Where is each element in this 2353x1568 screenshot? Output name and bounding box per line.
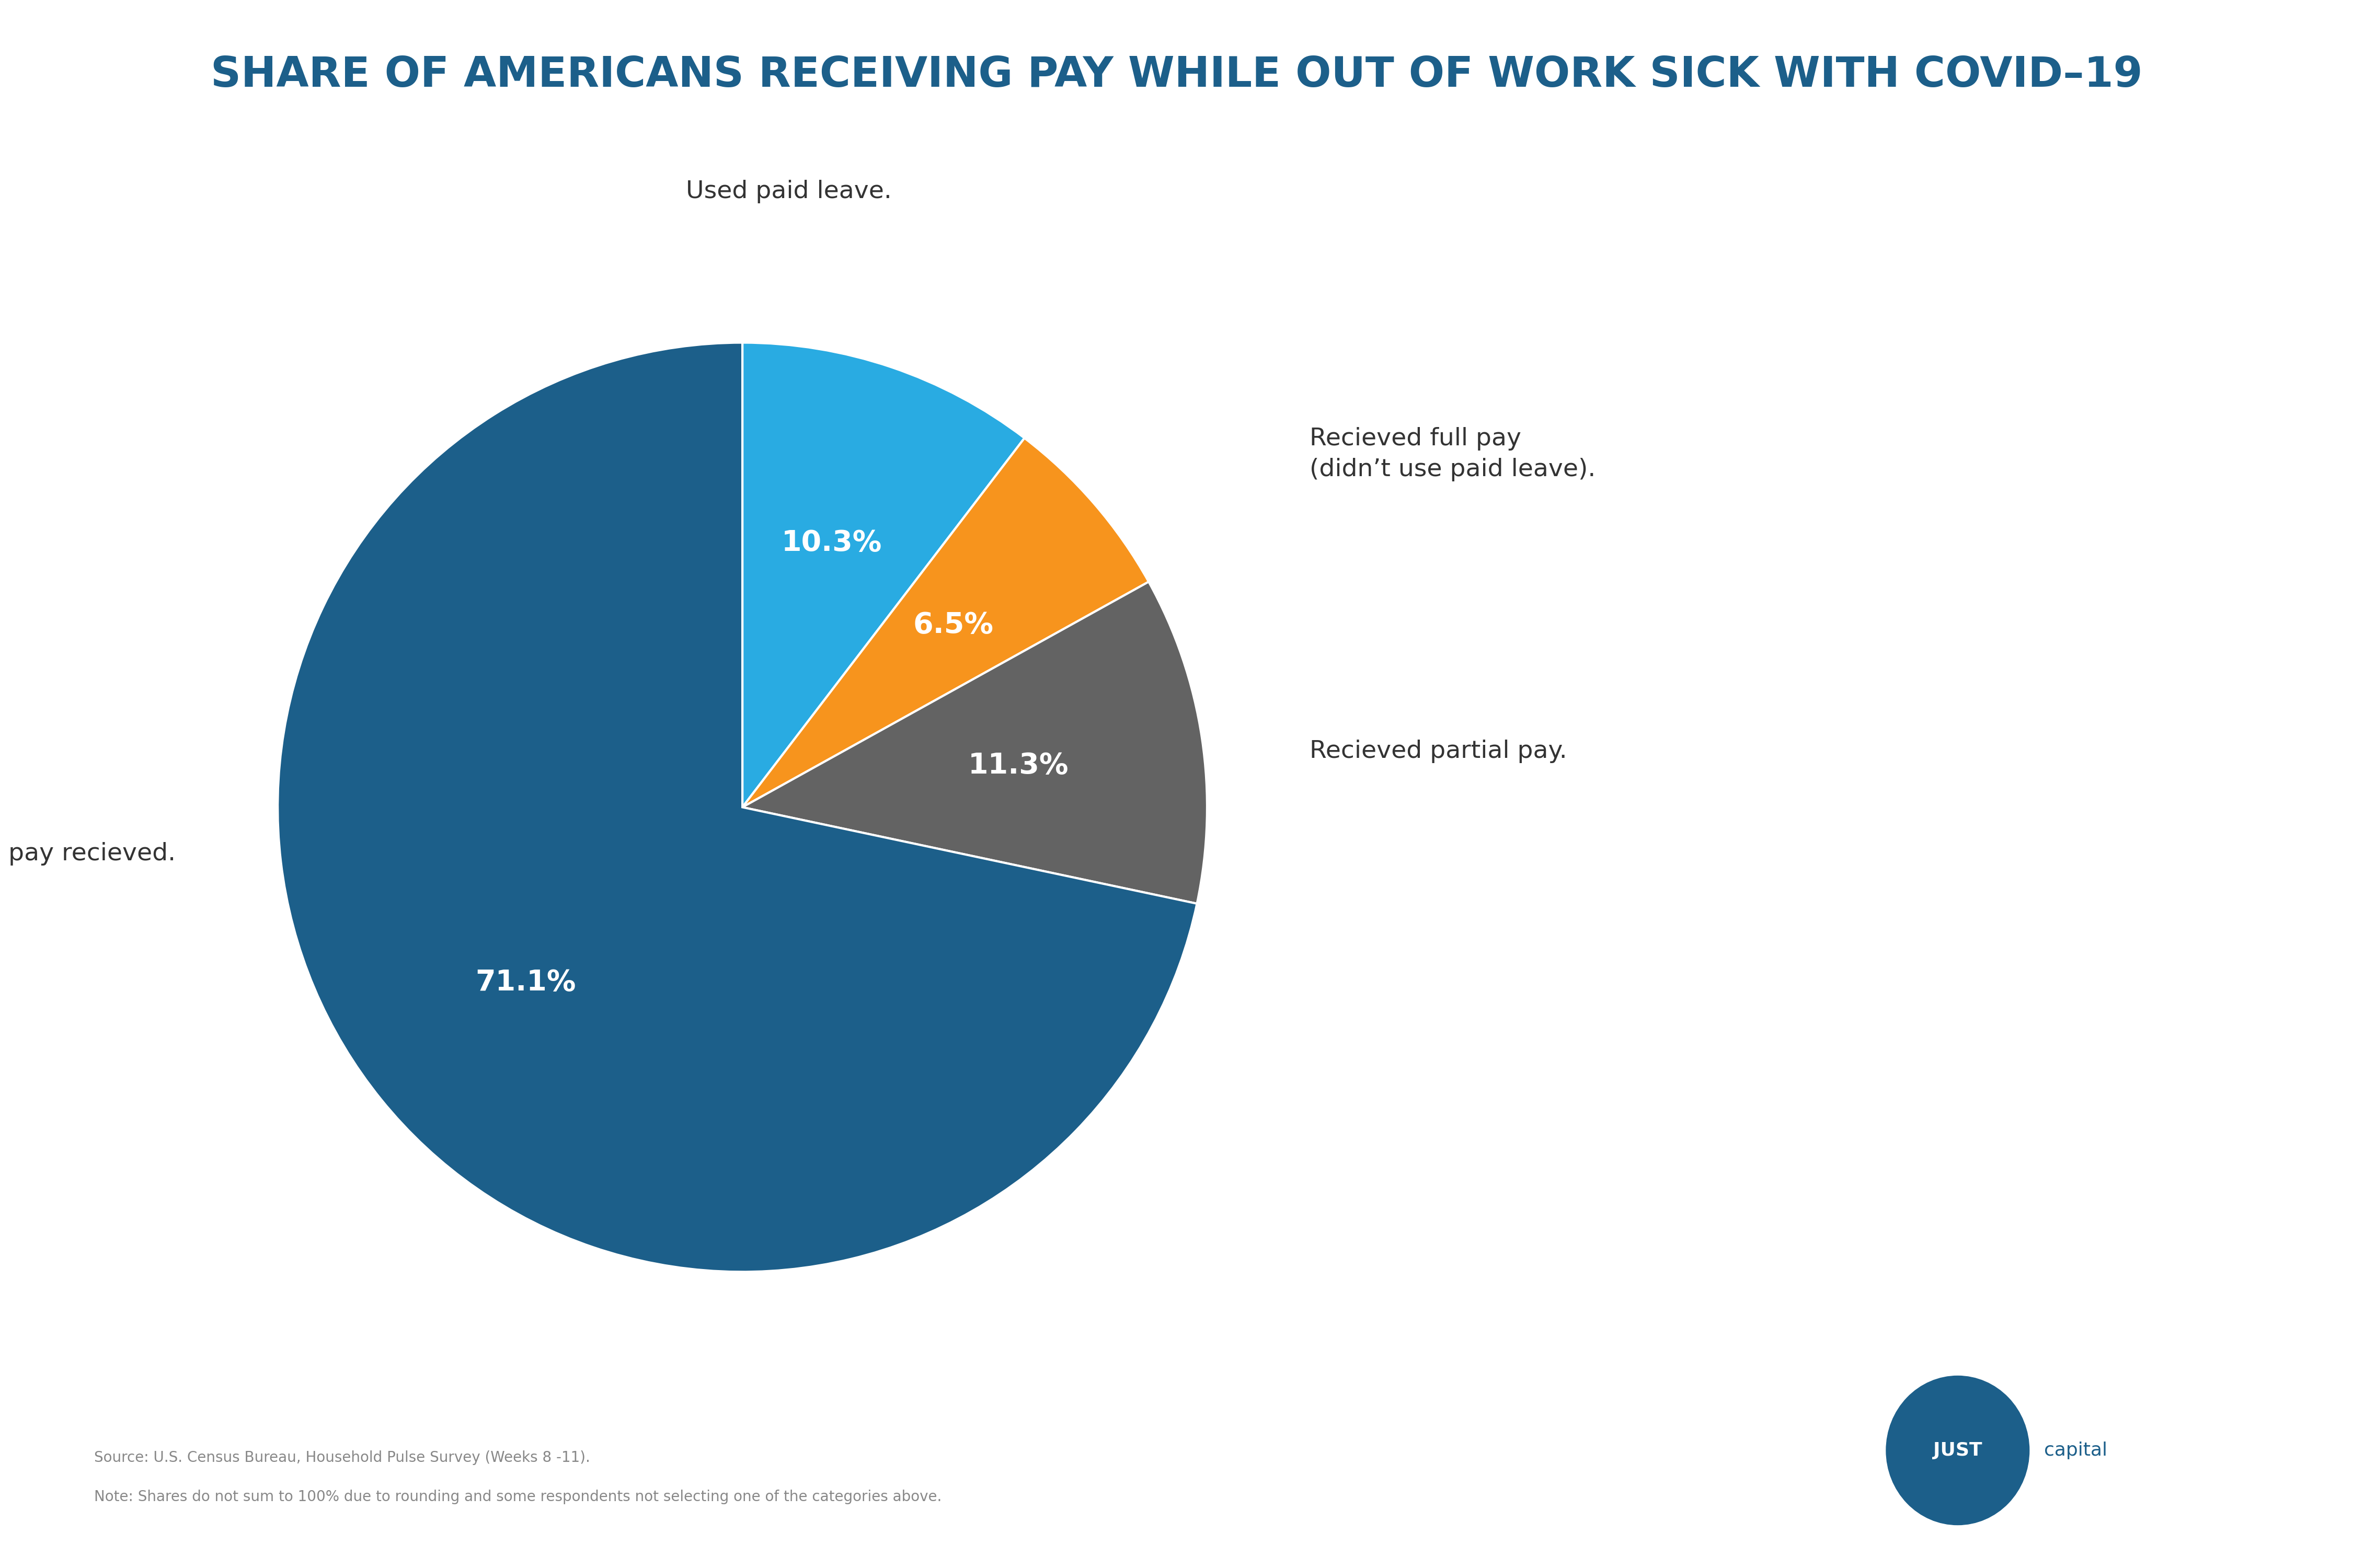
Text: Source: U.S. Census Bureau, Household Pulse Survey (Weeks 8 -11).: Source: U.S. Census Bureau, Household Pu… xyxy=(94,1450,591,1465)
Text: 71.1%: 71.1% xyxy=(475,969,576,997)
Text: capital: capital xyxy=(2045,1441,2108,1460)
Wedge shape xyxy=(278,343,1198,1272)
Text: Note: Shares do not sum to 100% due to rounding and some respondents not selecti: Note: Shares do not sum to 100% due to r… xyxy=(94,1490,941,1504)
Wedge shape xyxy=(744,437,1148,808)
Text: Used paid leave.: Used paid leave. xyxy=(685,180,892,204)
Text: 11.3%: 11.3% xyxy=(967,751,1068,779)
Wedge shape xyxy=(744,582,1207,903)
Text: SHARE OF AMERICANS RECEIVING PAY WHILE OUT OF WORK SICK WITH COVID–19: SHARE OF AMERICANS RECEIVING PAY WHILE O… xyxy=(209,55,2144,96)
Text: JUST: JUST xyxy=(1934,1441,1981,1460)
Text: 10.3%: 10.3% xyxy=(781,528,882,557)
Circle shape xyxy=(1887,1377,2028,1524)
Text: 6.5%: 6.5% xyxy=(913,612,993,640)
Text: No pay recieved.: No pay recieved. xyxy=(0,842,176,866)
Text: Recieved partial pay.: Recieved partial pay. xyxy=(1308,740,1567,764)
Text: Recieved full pay
(didn’t use paid leave).: Recieved full pay (didn’t use paid leave… xyxy=(1308,426,1595,481)
Wedge shape xyxy=(744,343,1024,808)
